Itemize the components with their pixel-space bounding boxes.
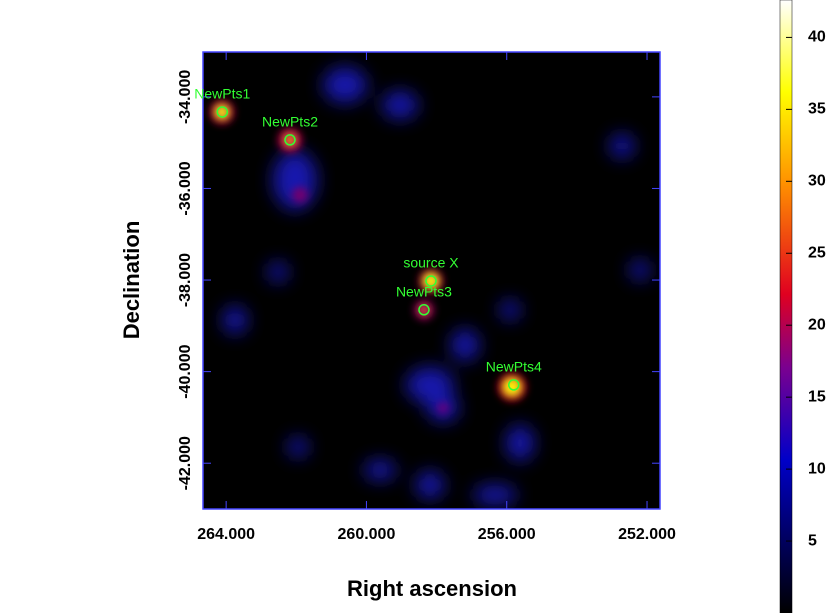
sky-map bbox=[203, 52, 660, 509]
source-marker bbox=[284, 134, 296, 146]
source-marker bbox=[216, 106, 229, 118]
colorbar-tick-label: 5 bbox=[808, 532, 817, 549]
source-label: NewPts1 bbox=[194, 86, 250, 102]
y-tick-label: -34.000 bbox=[177, 70, 194, 124]
source-marker bbox=[507, 379, 520, 391]
y-axis-label: Declination bbox=[119, 221, 144, 340]
source-label: NewPts3 bbox=[396, 284, 452, 300]
colorbar-tick-label: 15 bbox=[808, 388, 826, 405]
x-tick-label: 252.000 bbox=[618, 526, 676, 543]
colorbar-tick-label: 40 bbox=[808, 29, 826, 46]
y-tick-label: -36.000 bbox=[177, 161, 194, 215]
source-label: source X bbox=[403, 255, 459, 271]
colorbar bbox=[779, 0, 793, 613]
y-tick-label: -42.000 bbox=[177, 436, 194, 490]
colorbar-tick-label: 25 bbox=[808, 244, 826, 261]
x-tick-label: 256.000 bbox=[478, 526, 536, 543]
source-marker bbox=[425, 275, 437, 287]
x-tick-label: 260.000 bbox=[338, 526, 396, 543]
source-marker bbox=[418, 304, 430, 316]
y-tick-label: -40.000 bbox=[177, 344, 194, 398]
colorbar-tick-label: 20 bbox=[808, 316, 826, 333]
x-tick-label: 264.000 bbox=[197, 526, 255, 543]
colorbar-tick-label: 30 bbox=[808, 173, 826, 190]
colorbar-tick-label: 10 bbox=[808, 460, 826, 477]
source-label: NewPts2 bbox=[262, 114, 318, 130]
x-axis-label: Right ascension bbox=[347, 576, 517, 601]
y-tick-label: -38.000 bbox=[177, 253, 194, 307]
colorbar-tick-label: 35 bbox=[808, 101, 826, 118]
source-label: NewPts4 bbox=[486, 359, 542, 375]
